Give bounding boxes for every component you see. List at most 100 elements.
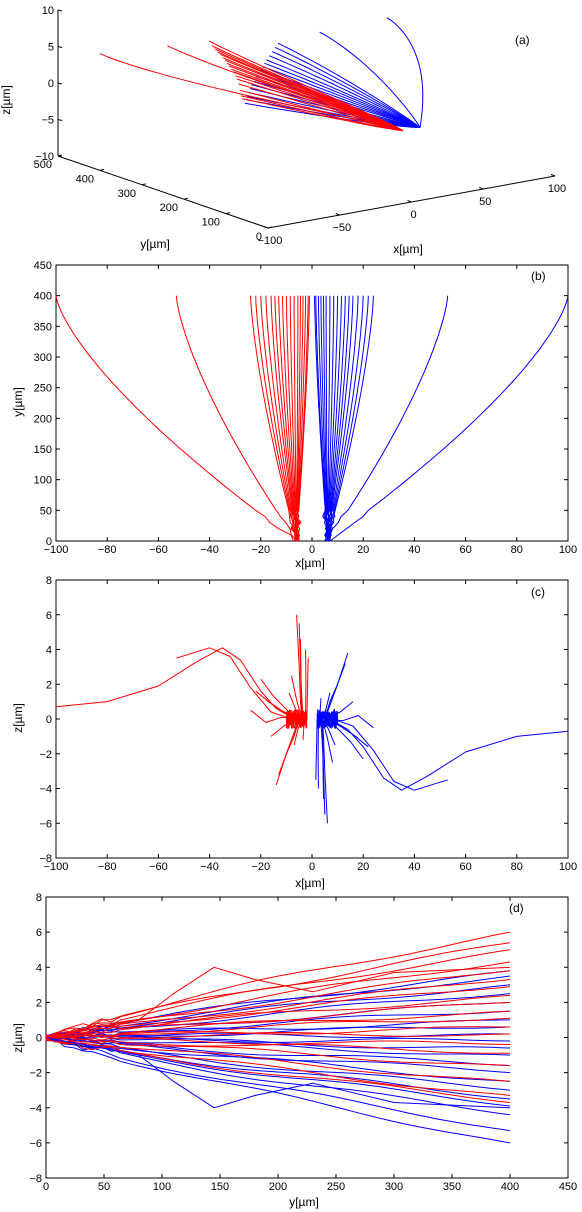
panel-a-ztick — [57, 9, 63, 12]
panel-d-xtick-label: 50 — [98, 1181, 110, 1193]
panel-b-ytick-label: 300 — [34, 352, 52, 364]
panel-d-red-trajectory — [45, 1036, 511, 1082]
panel-a-red-trajectory — [228, 65, 404, 132]
panel-a-blue-trajectory — [264, 62, 421, 128]
panel-c-xtick-label: 0 — [309, 861, 315, 873]
panel-a-ytick — [267, 226, 273, 229]
panel-b-xtick-label: 100 — [559, 544, 577, 556]
panel-d-red-trajectory — [45, 979, 511, 1039]
panel-b-xtick-label: −40 — [200, 544, 219, 556]
panel-a-ytick — [99, 168, 105, 171]
panel-c-ytick-label: −4 — [39, 784, 52, 796]
panel-b-label: (b) — [531, 269, 546, 283]
panel-b-xtick-label: 60 — [459, 544, 471, 556]
panel-b-blue-trajectory — [328, 295, 354, 542]
panel-d-xtick-label: 200 — [269, 1181, 287, 1193]
panel-a-xtick — [335, 213, 340, 216]
panel-d-red-trajectory — [45, 1026, 511, 1038]
panel-a-ztick — [57, 46, 63, 48]
panel-b-red-trajectory — [55, 295, 294, 542]
panel-a-blue-trajectory — [386, 17, 424, 128]
panel-c-blue-trajectory — [324, 718, 569, 791]
panel-d-label: (d) — [509, 901, 524, 915]
panel-b-blue-trajectory — [326, 295, 369, 542]
panel-a-red-trajectory — [235, 75, 404, 132]
panel-d-red-trajectory — [45, 1010, 511, 1039]
panel-a-y-axis — [57, 155, 269, 229]
panel-b-ytick-label: 100 — [34, 475, 52, 487]
panel-b-xy-plot: −100 −80 −60 −40 −20 0 20 40 60 80 100 0 50 100 150 200… — [34, 260, 578, 556]
panel-b-xtick-label: −20 — [251, 544, 270, 556]
panel-a-ytick — [183, 197, 189, 200]
panel-d-blue-trajectory — [45, 1037, 511, 1109]
panel-c-xtick-label: −20 — [251, 861, 270, 873]
panel-c-xtick-label: −100 — [44, 861, 69, 873]
panel-d-red-trajectory — [45, 966, 511, 1038]
panel-b-red-trajectory — [289, 295, 297, 542]
panel-d-ytick-label: −2 — [29, 1068, 42, 1080]
panel-a-ylabel: y[µm] — [140, 237, 170, 251]
panel-b-blue-trajectory — [320, 295, 331, 542]
panel-c-xz-plot: −100 −80 −60 −40 −20 0 20 40 60 80 100−8−6−4−20246… — [39, 575, 577, 873]
panel-b-red-trajectory — [294, 295, 310, 542]
panel-c-xtick-label: −80 — [98, 861, 117, 873]
panel-c-ytick-label: 6 — [46, 610, 52, 622]
panel-d-ytick-label: 6 — [36, 927, 42, 939]
panel-a-xtick-label: −100 — [258, 235, 283, 247]
panel-b-red-trajectory — [295, 295, 300, 542]
panel-d-red-trajectory — [45, 1037, 511, 1096]
panel-d-xtick-label: 100 — [153, 1181, 171, 1193]
panel-a-ytick-label: 500 — [34, 159, 52, 171]
panel-d-blue-trajectory — [45, 1010, 511, 1041]
panel-d-xtick-label: 400 — [501, 1181, 519, 1193]
panel-a-ztick — [57, 82, 63, 85]
panel-a-red-trajectory — [239, 89, 403, 132]
panel-d-red-trajectory — [45, 1034, 511, 1045]
panel-b-ytick-label: 250 — [34, 383, 52, 395]
panel-b-red-trajectory — [250, 295, 299, 542]
panel-a-xtick-label: 50 — [479, 196, 491, 208]
panel-d-blue-trajectory — [45, 1036, 511, 1144]
panel-a-xtick — [263, 226, 269, 229]
panel-b-blue-trajectory — [325, 295, 335, 542]
panel-a-blue-trajectory — [274, 46, 421, 128]
panel-d-red-trajectory — [45, 994, 511, 1039]
panel-b-xtick-label: −80 — [98, 544, 117, 556]
panel-b-xtick-label: 80 — [511, 544, 523, 556]
panel-d-ytick-label: 8 — [36, 892, 42, 904]
panel-d-xtick-label: 250 — [327, 1181, 345, 1193]
panel-a-zlabel: z[µm] — [0, 85, 13, 115]
panel-b-red-trajectory — [270, 295, 298, 542]
panel-b-ylabel: y[µm] — [11, 387, 25, 417]
panel-b-xlabel: x[µm] — [295, 556, 325, 570]
panel-c-xtick-label: 100 — [559, 861, 577, 873]
panel-d-red-trajectory — [45, 949, 511, 1041]
panel-b-red-trajectory — [278, 295, 299, 542]
panel-d-blue-trajectory — [45, 1036, 511, 1074]
panel-a-ztick-label: −10 — [35, 151, 54, 163]
panel-d-ytick-label: −4 — [29, 1103, 42, 1115]
panel-a-blue-trajectory — [277, 42, 421, 128]
panel-b-xtick-label: 20 — [357, 544, 369, 556]
panel-b-xtick-label: −60 — [149, 544, 168, 556]
panel-c-ytick-label: 0 — [46, 714, 52, 726]
panel-c-blue-trajectory — [315, 718, 318, 780]
panel-b-ytick-label: 150 — [34, 444, 52, 456]
panel-b-blue-trajectory — [329, 295, 569, 542]
panel-c-ytick-label: 2 — [46, 679, 52, 691]
panel-a-xtick-label: 100 — [548, 183, 566, 195]
panel-d-xtick-label: 300 — [385, 1181, 403, 1193]
panel-d-ylabel: z[µm] — [11, 1023, 25, 1053]
panel-a-blue-trajectory — [271, 51, 421, 128]
panel-c-blue-trajectory — [320, 718, 324, 799]
panel-a-xlabel: x[µm] — [393, 242, 423, 256]
panel-b-ytick-label: 50 — [40, 505, 52, 517]
panel-b-red-trajectory — [294, 295, 304, 542]
panel-b-blue-trajectory — [328, 295, 449, 542]
panel-b-blue-trajectory — [325, 295, 359, 542]
panel-a-red-trajectory — [242, 98, 403, 132]
panel-a-xtick — [479, 187, 484, 190]
panel-c-xtick-label: −40 — [200, 861, 219, 873]
panel-a-ztick-label: 0 — [48, 78, 54, 90]
panel-a-xtick — [407, 200, 412, 203]
